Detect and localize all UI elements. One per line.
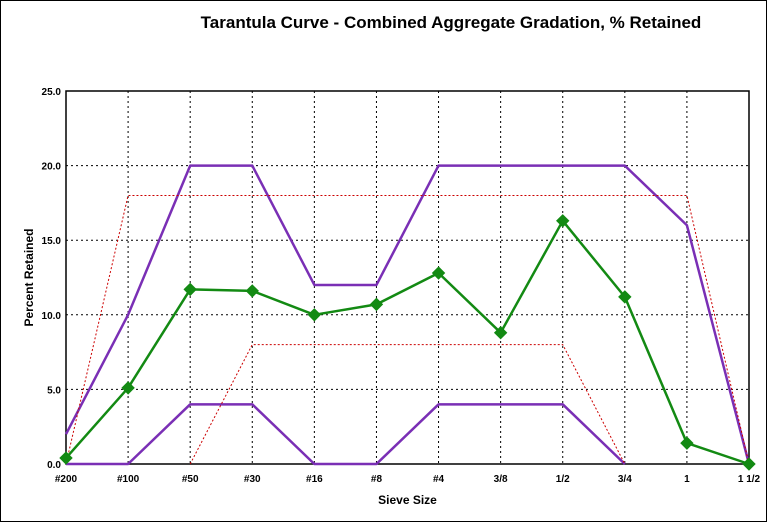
x-tick-label: #100 [117,474,140,485]
x-tick-label: 3/8 [494,474,508,485]
plot-border [65,90,750,465]
data-point-marker [183,282,197,297]
x-tick-label: 1 1/2 [738,474,761,485]
x-tick-label: #200 [55,474,78,485]
series-line-0 [64,164,751,465]
x-tick-label: #50 [182,474,199,485]
x-tick-label: #30 [244,474,261,485]
y-tick-label: 20.0 [42,162,62,173]
data-point-marker [245,284,259,298]
data-point-marker [556,214,570,228]
data-point-marker [307,308,322,322]
data-point-marker [431,266,446,280]
series-line-3 [189,344,626,465]
data-point-marker [369,297,384,312]
data-point-marker [680,436,694,450]
x-tick-label: 1 [684,474,690,485]
data-point-marker [618,290,632,304]
data-point-marker [493,325,508,340]
chart-title: Tarantula Curve - Combined Aggregate Gra… [200,13,702,32]
y-axis-title: Percent Retained [22,228,36,326]
x-tick-label: #8 [371,474,383,485]
x-tick-label: 3/4 [618,474,632,485]
y-tick-label: 10.0 [42,311,62,322]
data-point-marker [59,451,73,465]
data-point-marker [742,457,756,471]
x-tick-label: 1/2 [556,474,570,485]
data-point-marker [121,381,135,395]
x-tick-label: #4 [433,474,445,485]
y-tick-label: 5.0 [47,385,61,396]
series-line-1 [66,403,626,466]
x-axis-title: Sieve Size [378,493,437,507]
y-tick-label: 25.0 [42,87,62,98]
y-tick-label: 15.0 [42,236,62,247]
series-line-4 [65,219,750,466]
x-tick-label: #16 [306,474,323,485]
y-tick-label: 0.0 [47,460,61,471]
